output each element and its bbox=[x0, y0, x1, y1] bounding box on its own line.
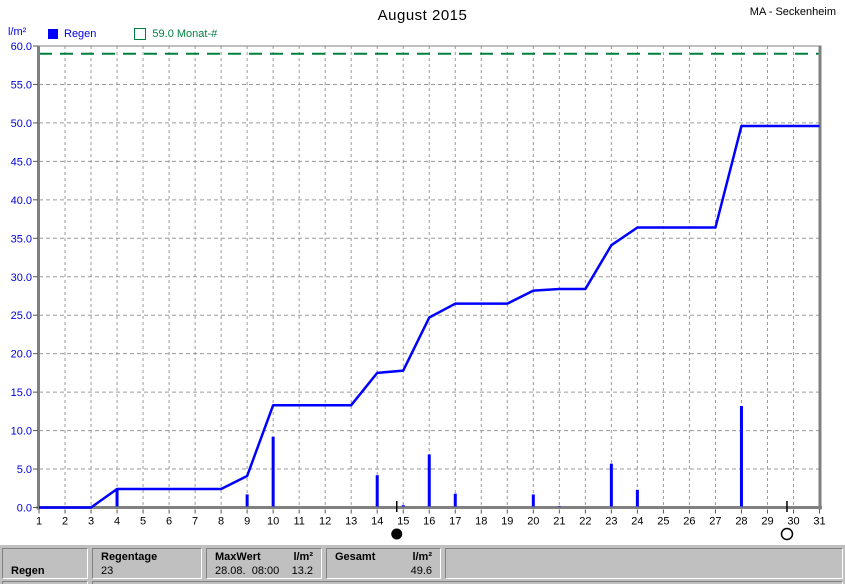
maxwert-datetime: 28.08. 08:00 bbox=[215, 565, 280, 577]
svg-text:6: 6 bbox=[166, 516, 172, 528]
moon-phase-markers bbox=[391, 501, 794, 541]
svg-text:5.0: 5.0 bbox=[17, 464, 32, 476]
svg-text:30.0: 30.0 bbox=[11, 272, 32, 284]
svg-text:10: 10 bbox=[267, 516, 279, 528]
svg-text:12: 12 bbox=[319, 516, 331, 528]
svg-text:29: 29 bbox=[761, 516, 773, 528]
svg-text:4: 4 bbox=[114, 516, 120, 528]
svg-text:7: 7 bbox=[192, 516, 198, 528]
svg-text:50.0: 50.0 bbox=[11, 118, 32, 130]
daily-rain-bars bbox=[115, 405, 743, 507]
svg-text:9: 9 bbox=[244, 516, 250, 528]
svg-text:1: 1 bbox=[36, 516, 42, 528]
svg-text:30: 30 bbox=[787, 516, 799, 528]
svg-text:8: 8 bbox=[218, 516, 224, 528]
new-moon-icon bbox=[391, 528, 403, 540]
svg-text:40.0: 40.0 bbox=[11, 195, 32, 207]
svg-text:10.0: 10.0 bbox=[11, 426, 32, 438]
plot-frame bbox=[36, 45, 822, 510]
rain-cumulative-chart: 0.0 5.0 10.0 15.0 20.0 25.0 30.0 35.0 40.0 45.0 50… bbox=[11, 41, 826, 541]
maxwert-panel: MaxWert l/m² 28.08. 08:00 13.2 bbox=[206, 548, 322, 579]
svg-text:26: 26 bbox=[683, 516, 695, 528]
x-axis: 1 2 3 4 5 6 7 8 9 10 11 12 13 14 15 16 17 18 19 20 21 22 23 24 2… bbox=[36, 509, 826, 528]
legend-item-monat: 59.0 Monat-# bbox=[134, 28, 217, 40]
statusbar-row-label-panel: Regen bbox=[2, 548, 88, 579]
svg-text:0.0: 0.0 bbox=[17, 503, 32, 515]
svg-text:5: 5 bbox=[140, 516, 146, 528]
svg-text:25: 25 bbox=[657, 516, 669, 528]
svg-text:20.0: 20.0 bbox=[11, 349, 32, 361]
svg-text:3: 3 bbox=[88, 516, 94, 528]
svg-text:11: 11 bbox=[293, 516, 304, 528]
regentage-panel: Regentage 23 bbox=[92, 548, 202, 579]
statusbar: Regen Regentage 23 MaxWert l/m² 28.08. 0… bbox=[0, 544, 845, 584]
svg-text:21: 21 bbox=[553, 516, 565, 528]
legend-item-regen: Regen bbox=[48, 28, 96, 40]
svg-text:20: 20 bbox=[527, 516, 539, 528]
gesamt-panel: Gesamt l/m² 49.6 bbox=[326, 548, 441, 579]
svg-text:15.0: 15.0 bbox=[11, 387, 32, 399]
maxwert-value: 13.2 bbox=[291, 565, 313, 577]
statusbar-empty-panel bbox=[445, 548, 843, 579]
monat-swatch-icon bbox=[134, 28, 147, 40]
station-name: MA - Seckenheim bbox=[749, 6, 836, 18]
svg-text:19: 19 bbox=[501, 516, 513, 528]
regentage-value: 23 bbox=[101, 565, 114, 577]
legend-regen-label: Regen bbox=[64, 28, 97, 40]
svg-text:31: 31 bbox=[813, 516, 825, 528]
gesamt-value: 49.6 bbox=[410, 565, 432, 577]
svg-text:35.0: 35.0 bbox=[11, 233, 32, 245]
full-moon-icon bbox=[780, 527, 794, 541]
y-axis: 0.0 5.0 10.0 15.0 20.0 25.0 30.0 35.0 40.0 45.0 50… bbox=[11, 41, 38, 515]
gesamt-unit: l/m² bbox=[412, 551, 432, 563]
maxwert-label: MaxWert bbox=[215, 551, 261, 563]
maxwert-unit: l/m² bbox=[293, 551, 313, 563]
legend-monat-label: 59.0 Monat-# bbox=[152, 28, 218, 40]
regentage-label: Regentage bbox=[101, 551, 158, 563]
y-axis-unit-label: l/m² bbox=[8, 26, 27, 38]
svg-text:18: 18 bbox=[475, 516, 487, 528]
svg-text:14: 14 bbox=[371, 516, 383, 528]
svg-text:55.0: 55.0 bbox=[11, 79, 32, 91]
statusbar-row-1: Regen Regentage 23 MaxWert l/m² 28.08. 0… bbox=[0, 545, 845, 579]
svg-text:25.0: 25.0 bbox=[11, 310, 32, 322]
svg-text:45.0: 45.0 bbox=[11, 156, 32, 168]
svg-text:15: 15 bbox=[397, 516, 409, 528]
svg-text:13: 13 bbox=[345, 516, 357, 528]
page-title: August 2015 bbox=[377, 7, 468, 24]
svg-text:27: 27 bbox=[709, 516, 721, 528]
gesamt-label: Gesamt bbox=[335, 551, 376, 563]
cumulative-rain-line bbox=[39, 124, 820, 509]
svg-text:22: 22 bbox=[579, 516, 591, 528]
svg-text:16: 16 bbox=[423, 516, 435, 528]
x-gridlines bbox=[64, 46, 794, 507]
svg-text:28: 28 bbox=[735, 516, 747, 528]
regen-row-label: Regen bbox=[11, 565, 45, 577]
svg-text:17: 17 bbox=[449, 516, 461, 528]
svg-text:60.0: 60.0 bbox=[11, 41, 32, 53]
legend: Regen 59.0 Monat-# bbox=[48, 28, 217, 40]
svg-text:2: 2 bbox=[62, 516, 68, 528]
regen-swatch-icon bbox=[48, 29, 58, 39]
svg-text:23: 23 bbox=[605, 516, 617, 528]
svg-text:24: 24 bbox=[631, 516, 643, 528]
